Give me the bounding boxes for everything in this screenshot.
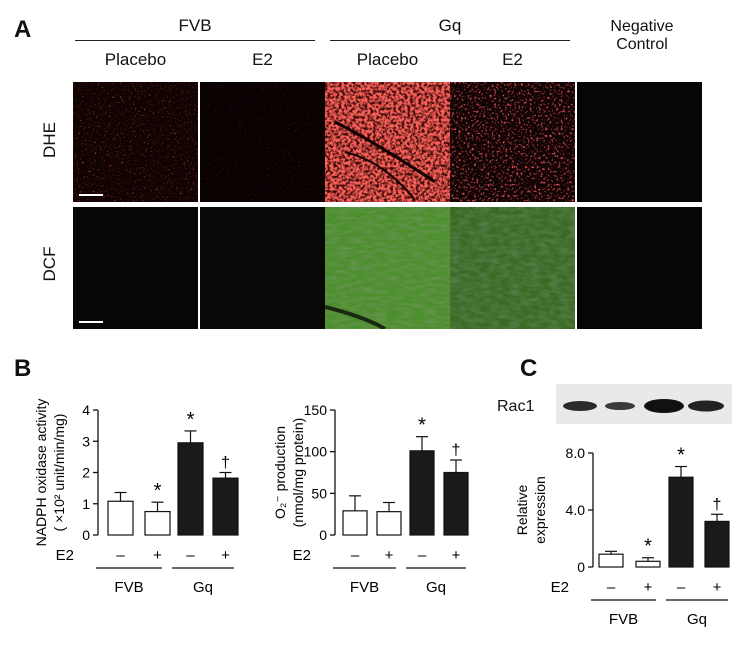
y-tick-label: 150 [304, 402, 328, 418]
e2-sign: – [116, 547, 125, 564]
band-fvb-placebo [563, 401, 597, 411]
micrograph-dhe-fvb-placebo-texture [73, 82, 198, 202]
bar [144, 510, 171, 536]
micrograph-dcf-negative-control [577, 207, 702, 329]
bar [443, 471, 469, 536]
group-header-gq: Gq [438, 16, 462, 35]
y-tick-label: 2 [82, 465, 90, 481]
e2-sign: – [677, 579, 686, 596]
bar [704, 520, 730, 568]
micrograph-dcf-gq-placebo [324, 207, 450, 331]
e2-sign: + [153, 547, 162, 564]
micrograph-dcf-gq-e2 [450, 207, 575, 329]
e2-label: E2 [551, 579, 569, 596]
band-fvb-e2 [605, 402, 635, 410]
bar [107, 500, 134, 536]
group-label-fvb: FVB [114, 579, 143, 596]
group-label-fvb: FVB [350, 579, 379, 596]
bar [212, 477, 239, 536]
significance-mark: † [713, 496, 722, 513]
col-header-gq-e2: E2 [502, 50, 523, 69]
y-axis-label: Relative [514, 485, 530, 536]
bar [177, 442, 204, 536]
micrograph-dhe-gq-placebo [325, 82, 450, 202]
y-tick-label: 3 [82, 433, 90, 449]
panel-a-letter: A [14, 16, 32, 43]
western-blot-bands [563, 399, 724, 413]
western-blot [556, 384, 732, 424]
group-label-gq: Gq [687, 611, 707, 628]
bar [409, 450, 435, 536]
e2-sign: + [713, 579, 722, 596]
panel-c-letter: C [520, 355, 538, 382]
y-axis-label: NADPH oxidase activity [33, 399, 49, 547]
bar [635, 560, 661, 568]
panel-b-letter: B [14, 355, 32, 382]
col-header-gq-placebo: Placebo [356, 50, 419, 69]
micrograph-dcf-fvb-e2 [200, 207, 325, 329]
bar [376, 511, 402, 536]
e2-sign: + [644, 579, 653, 596]
y-tick-label: 0 [319, 527, 327, 543]
negative-control-header: Negative Control [578, 18, 706, 54]
negative-control-line2: Control [616, 36, 668, 53]
col-header-fvb-e2: E2 [252, 50, 273, 69]
micrograph-dcf-gq-e2-texture [450, 207, 575, 329]
band-gq-e2 [688, 400, 724, 412]
micrograph-dhe-fvb-placebo [73, 82, 198, 202]
group-label-gq: Gq [193, 579, 213, 596]
y-tick-label: 0 [82, 527, 90, 543]
significance-mark: * [418, 415, 426, 437]
group-label-fvb: FVB [609, 611, 638, 628]
micrograph-dcf-fvb-placebo [73, 207, 198, 329]
col-header-fvb-placebo: Placebo [104, 50, 167, 69]
micrograph-dhe-negative-control [577, 82, 702, 202]
significance-mark: † [221, 455, 230, 472]
bar [668, 476, 694, 568]
y-axis-label: (nmol/mg protein) [290, 418, 306, 528]
significance-mark: * [677, 445, 685, 467]
y-tick-label: 50 [311, 485, 327, 501]
group-line-fvb [75, 40, 315, 41]
micrograph-dhe-gq-e2-texture [450, 82, 575, 202]
y-tick-label: 0 [577, 559, 585, 575]
e2-sign: + [221, 547, 230, 564]
y-tick-label: 4 [82, 402, 90, 418]
e2-sign: + [385, 547, 394, 564]
significance-mark: † [452, 442, 461, 459]
scale-bar [79, 321, 103, 323]
y-tick-label: 8.0 [566, 445, 586, 461]
significance-mark: * [154, 480, 162, 502]
negative-control-line1: Negative [610, 18, 674, 35]
micrograph-dhe-gq-placebo-texture [325, 82, 450, 202]
y-tick-label: 1 [82, 496, 90, 512]
significance-mark: * [187, 409, 195, 431]
e2-sign: – [418, 547, 427, 564]
e2-sign: + [452, 547, 461, 564]
y-axis-label: expression [532, 476, 548, 544]
significance-mark: * [644, 536, 652, 558]
group-line-gq [330, 40, 570, 41]
e2-sign: – [351, 547, 360, 564]
scale-bar [79, 194, 103, 196]
band-gq-placebo [644, 399, 684, 413]
bar [598, 553, 624, 568]
micrograph-dhe-fvb-e2 [200, 82, 325, 202]
y-axis-label: ( ×10² unit/min/mg) [51, 414, 67, 532]
micrograph-dcf-gq-placebo-texture [324, 207, 450, 331]
bar [342, 510, 368, 536]
e2-sign: – [186, 547, 195, 564]
group-header-fvb: FVB [178, 16, 212, 35]
micrograph-dhe-gq-e2 [450, 82, 575, 202]
y-tick-label: 4.0 [566, 502, 586, 518]
e2-sign: – [607, 579, 616, 596]
western-label: Rac1 [497, 398, 535, 415]
micrograph-dhe-fvb-e2-texture [200, 82, 325, 202]
e2-label: E2 [293, 547, 311, 564]
y-tick-label: 100 [304, 444, 328, 460]
e2-label: E2 [56, 547, 74, 564]
group-label-gq: Gq [426, 579, 446, 596]
y-axis-label: O₂⁻ production [272, 426, 288, 519]
